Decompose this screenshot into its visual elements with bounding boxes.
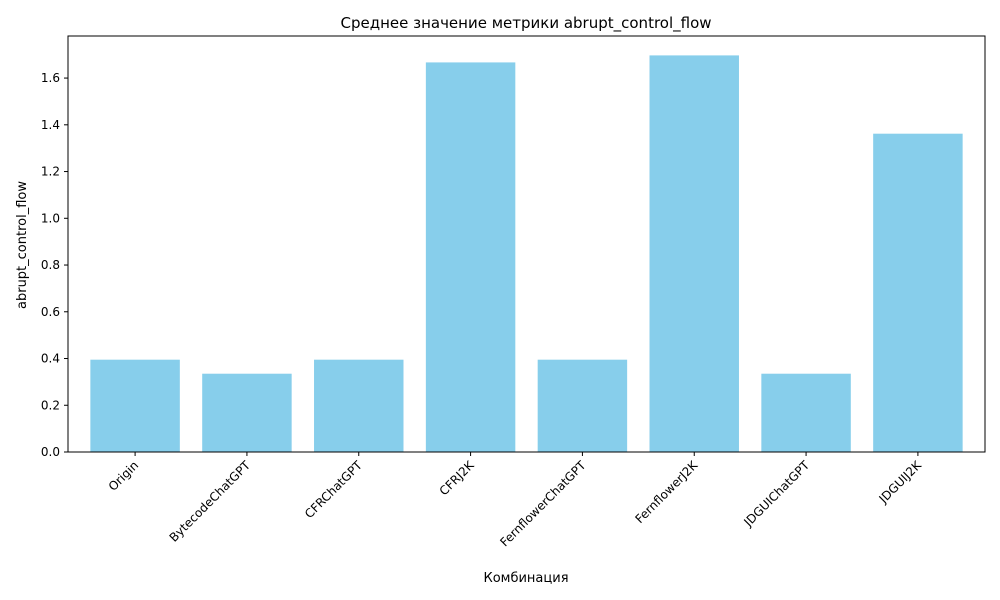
x-axis: Origin BytecodeChatGPT CFRChatGPT CFRJ2K Fer…: [106, 452, 925, 549]
y-tick-label: 0.0: [41, 445, 60, 459]
bar-JDGUIJ2K: [873, 133, 963, 452]
plot-frame: [67, 35, 986, 453]
y-tick-label: 1.0: [41, 211, 60, 225]
y-tick-label: 0.4: [41, 352, 60, 366]
x-tick-label: FernflowerChatGPT: [497, 458, 589, 550]
x-tick-label: BytecodeChatGPT: [167, 458, 254, 545]
y-axis: 0.0 0.2 0.4 0.6 0.8 1.0 1.2 1.4 1.6: [41, 71, 68, 459]
x-tick-label: FernflowerJ2K: [632, 457, 701, 526]
bar-CFRJ2K: [425, 62, 516, 452]
y-tick-label: 0.2: [41, 398, 60, 412]
bar-FernflowerChatGPT: [537, 359, 628, 452]
x-axis-label: Комбинация: [483, 571, 568, 586]
bar-BytecodeChatGPT: [202, 373, 292, 452]
x-tick-label: JDGUIChatGPT: [741, 458, 813, 530]
chart-title: Среднее значение метрики abrupt_control_…: [340, 14, 711, 33]
x-tick-label: Origin: [106, 458, 142, 494]
bar-CFRChatGPT: [314, 359, 404, 452]
bar-Origin: [90, 359, 180, 452]
x-tick-label: CFRChatGPT: [302, 458, 365, 521]
y-axis-label: abrupt_control_flow: [15, 181, 30, 309]
y-tick-label: 0.6: [41, 305, 60, 319]
y-tick-label: 1.6: [41, 71, 60, 85]
bars-group: [90, 55, 963, 452]
y-tick-label: 1.2: [41, 165, 60, 179]
bar-JDGUIChatGPT: [761, 373, 851, 452]
y-tick-label: 1.4: [41, 118, 60, 132]
y-tick-label: 0.8: [41, 258, 60, 272]
x-tick-label: CFRJ2K: [437, 457, 478, 498]
x-tick-label: JDGUIJ2K: [876, 457, 925, 506]
bar-FernflowerJ2K: [649, 55, 739, 452]
